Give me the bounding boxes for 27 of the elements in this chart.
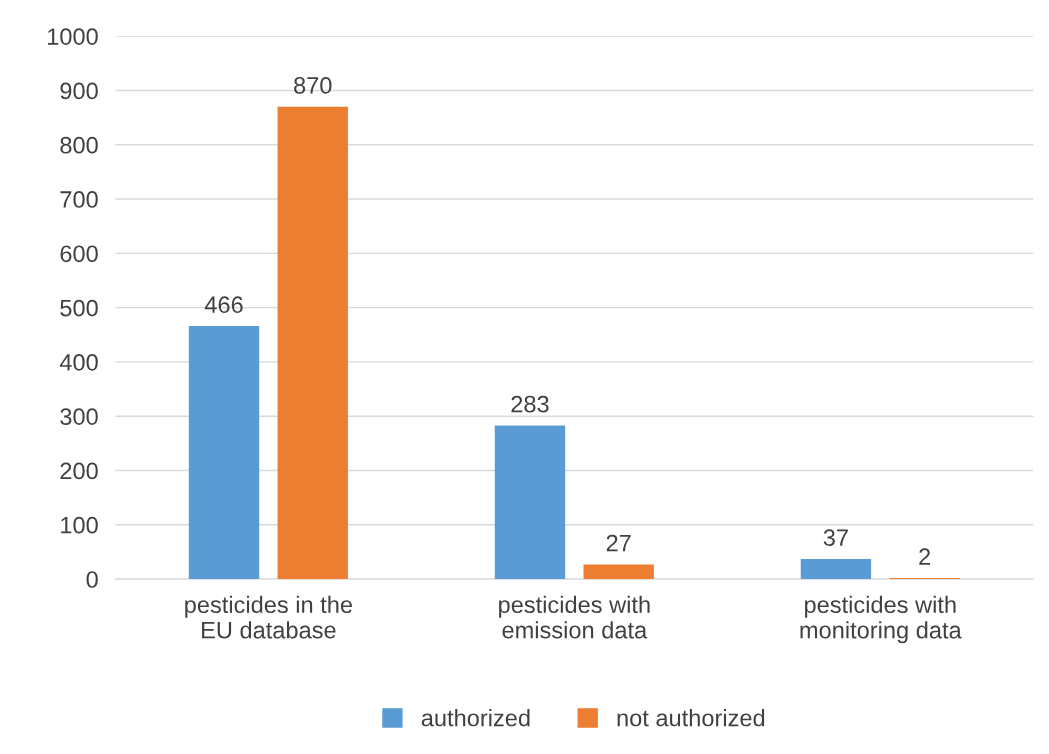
data-label: 27 (606, 534, 631, 552)
legend-label: authorized (421, 709, 530, 727)
data-label: 37 (823, 529, 848, 546)
legend-label: not authorized (617, 709, 765, 727)
y-tick-label: 1000 (48, 28, 98, 45)
bar (583, 564, 654, 580)
data-label: 870 (294, 77, 332, 94)
x-tick-label: pesticides with monitoring data (800, 595, 962, 644)
bar (188, 326, 260, 580)
y-tick-label: 300 (60, 408, 98, 425)
x-tick-label: pesticides with emission data (499, 595, 650, 639)
data-label: 466 (204, 296, 243, 314)
y-tick-label: 600 (60, 245, 98, 263)
y-tick-label: 800 (60, 136, 98, 154)
y-tick-label: 700 (60, 191, 98, 208)
y-tick-label: 900 (60, 82, 98, 100)
bar (494, 425, 566, 580)
y-tick-label: 400 (59, 353, 98, 371)
bar (277, 106, 348, 580)
x-tick-label: pesticides in the EU database (185, 595, 352, 639)
data-label: 283 (511, 395, 549, 413)
data-label: 2 (919, 548, 931, 565)
y-tick-label: 500 (60, 299, 98, 317)
y-tick-label: 100 (61, 516, 98, 534)
bar (800, 558, 872, 580)
y-tick-label: 0 (86, 571, 98, 588)
y-tick-label: 200 (60, 462, 98, 480)
